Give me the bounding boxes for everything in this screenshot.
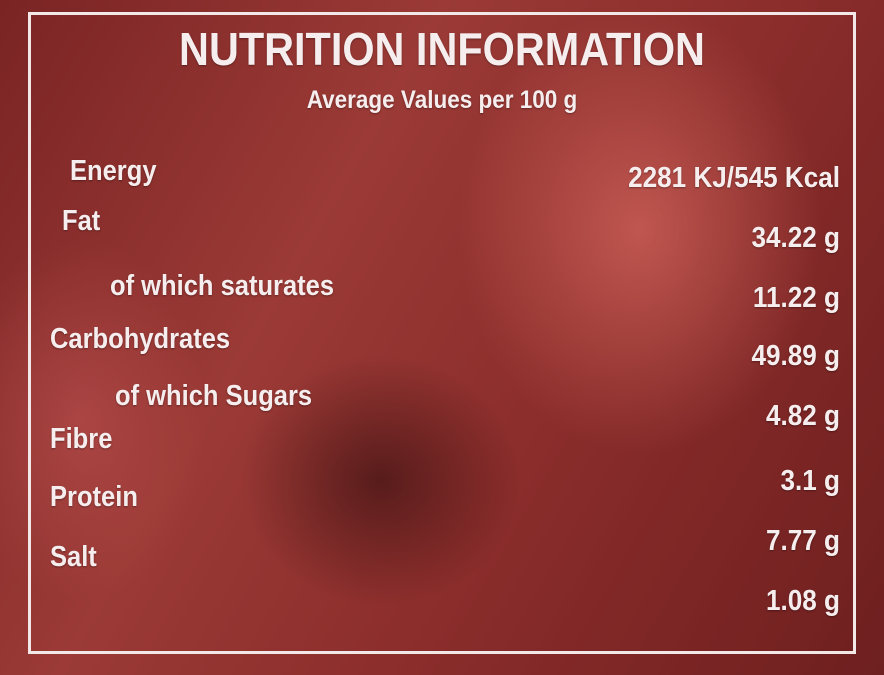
row-label: Protein [50, 481, 138, 513]
row-value: 2281 KJ/545 Kcal [628, 162, 840, 194]
row-value: 34.22 g [751, 222, 840, 254]
row-value: 1.08 g [766, 585, 840, 617]
row-label: Salt [50, 541, 97, 573]
row-value: 7.77 g [766, 525, 840, 557]
row-label: Carbohydrates [50, 323, 231, 355]
subtitle: Average Values per 100 g [306, 86, 578, 114]
frame [28, 12, 856, 654]
row-value: 4.82 g [766, 400, 840, 432]
row-label: Energy [70, 155, 157, 187]
title: NUTRITION INFORMATION [179, 23, 705, 75]
row-value: 49.89 g [751, 340, 840, 372]
row-value: 11.22 g [752, 282, 840, 314]
row-label: Fibre [50, 423, 113, 455]
row-label: of which Sugars [115, 380, 313, 412]
row-value: 3.1 g [780, 465, 840, 497]
row-label: Fat [62, 205, 101, 237]
row-label: of which saturates [110, 270, 335, 302]
